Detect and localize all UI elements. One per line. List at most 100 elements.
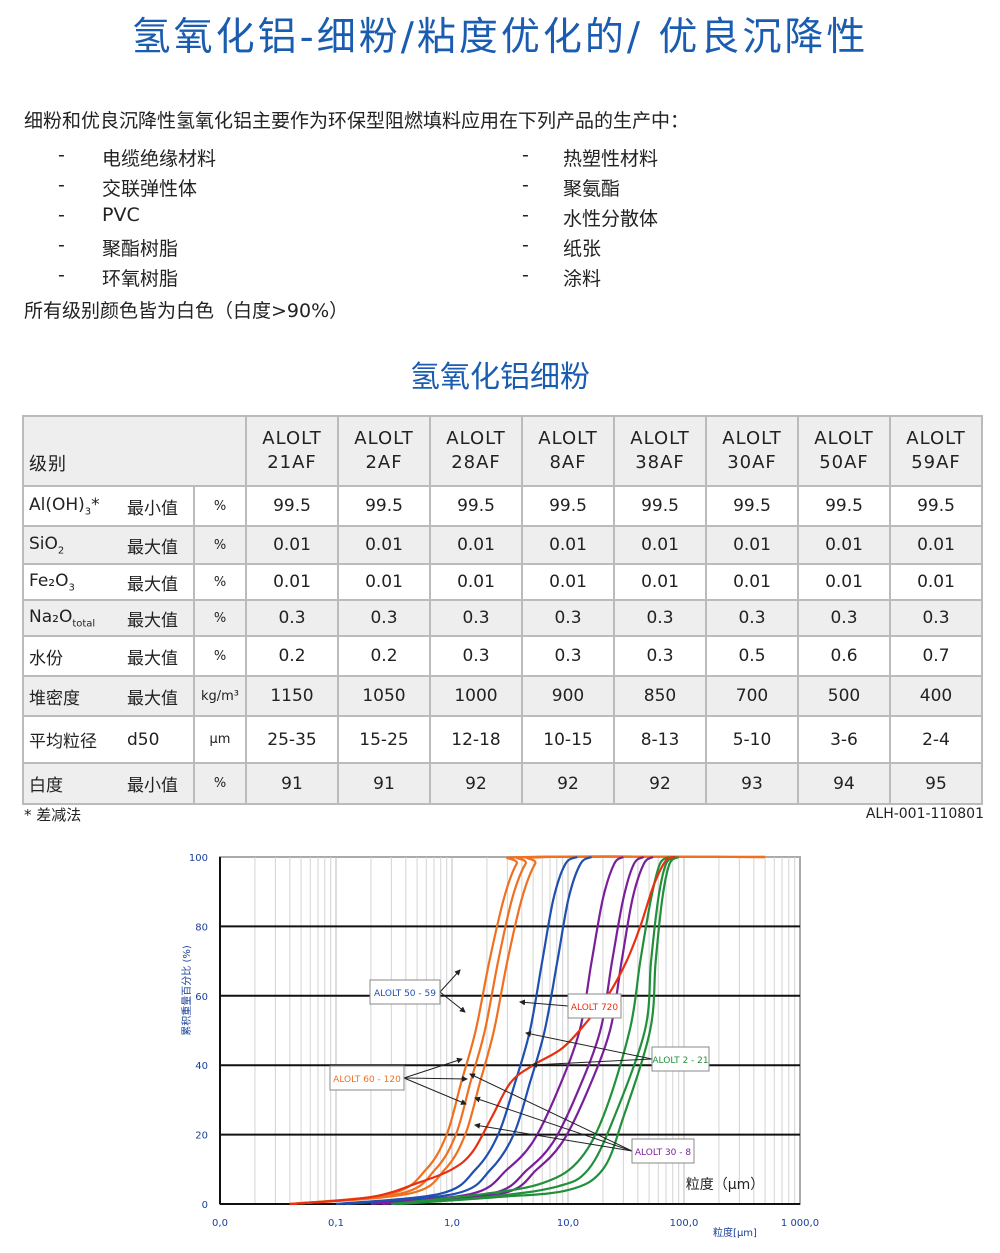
- limit-type: 最大值: [123, 563, 195, 601]
- series-line-purple: [370, 856, 625, 1206]
- table-header-row: 级别 ALOLT 21AF ALOLT 2AF ALOLT 28AF ALOLT 8AF ALOL…: [22, 415, 983, 487]
- property-subscript: total: [72, 618, 96, 630]
- value-cell: 0.01: [705, 563, 799, 601]
- grade-code: 21AF: [267, 452, 317, 473]
- x-tick-label: 1 000,0: [781, 1218, 819, 1229]
- application-item: 纸张: [563, 238, 602, 260]
- property-suffix: *: [91, 494, 100, 515]
- property-label: Al(OH): [29, 494, 85, 515]
- value-cell: 0.2: [337, 635, 431, 677]
- table-row: 水份 最大值% 0.2 0.2 0.3 0.3 0.3 0.5 0.6 0.7: [22, 635, 983, 677]
- table-row: Al(OH)3* 最小值% 99.5 99.5 99.5 99.5 99.5 99.5 99.5…: [22, 485, 983, 527]
- value-cell: 0.01: [613, 563, 707, 601]
- bullet-dash: -: [522, 234, 529, 256]
- value-cell: 0.3: [797, 599, 891, 637]
- value-cell: 99.5: [705, 485, 799, 527]
- value-cell: 91: [337, 762, 431, 805]
- series-line-orange: [289, 855, 766, 1206]
- value-cell: 5-10: [705, 715, 799, 764]
- value-cell: 1150: [245, 675, 339, 717]
- x-tick-label: 1,0: [444, 1218, 460, 1229]
- value-cell: 0.3: [889, 599, 983, 637]
- y-tick-label: 20: [195, 1131, 208, 1142]
- property-label: Fe₂O: [29, 570, 69, 591]
- value-cell: 99.5: [337, 485, 431, 527]
- value-cell: 10-15: [521, 715, 615, 764]
- bullet-dash: -: [58, 264, 65, 286]
- value-cell: 0.3: [613, 599, 707, 637]
- page-title: 氢氧化铝-细粉/粘度优化的/ 优良沉降性: [131, 15, 869, 60]
- application-item: 聚氨酯: [563, 178, 621, 200]
- value-cell: 0.3: [245, 599, 339, 637]
- property-name: Al(OH)3*: [22, 485, 123, 527]
- callout-arrow: [519, 999, 569, 1007]
- inner-x-label: 粒度（μm）: [686, 1177, 765, 1193]
- callout-label: ALOLT 720: [571, 1003, 619, 1013]
- application-item: 环氧树脂: [102, 268, 179, 290]
- value-cell: 700: [705, 675, 799, 717]
- x-tick-label: 0,0: [212, 1218, 228, 1229]
- value-cell: 99.5: [613, 485, 707, 527]
- value-cell: 1050: [337, 675, 431, 717]
- x-tick-label: 10,0: [557, 1218, 579, 1229]
- value-cell: 99.5: [429, 485, 523, 527]
- callout-box: [651, 1046, 710, 1072]
- value-cell: 0.3: [521, 599, 615, 637]
- limit-type: 最大值: [123, 525, 195, 565]
- application-item: 电缆绝缘材料: [102, 148, 217, 170]
- value-cell: 2-4: [889, 715, 983, 764]
- callout-arrow: [474, 1096, 633, 1152]
- grade-brand: ALOLT: [538, 428, 598, 449]
- annotation-callout: ALOLT 60 - 120: [329, 1057, 468, 1105]
- limit-type: 最大值: [123, 675, 195, 717]
- value-cell: 25-35: [245, 715, 339, 764]
- value-cell: 99.5: [245, 485, 339, 527]
- value-cell: 0.7: [889, 635, 983, 677]
- unit: %: [193, 563, 247, 601]
- value-cell: 3-6: [797, 715, 891, 764]
- property-subscript: 2: [57, 545, 65, 557]
- grade-column-header: ALOLT 50AF: [797, 415, 891, 487]
- value-cell: 0.01: [521, 525, 615, 565]
- callout-arrow: [403, 1057, 463, 1079]
- y-axis-label: 累积重量百分比 (%): [180, 945, 193, 1036]
- particle-size-chart: 0 20 40 60 80 100 0,0 0,1 1,0 10,0 100,0 1 000,0 累积重…: [180, 853, 819, 1239]
- value-cell: 0.01: [521, 563, 615, 601]
- value-cell: 99.5: [797, 485, 891, 527]
- grade-code: 38AF: [635, 452, 685, 473]
- callout-arrow: [531, 1058, 653, 1068]
- value-cell: 93: [705, 762, 799, 805]
- value-cell: 0.01: [889, 525, 983, 565]
- value-cell: 12-18: [429, 715, 523, 764]
- grade-column-header: ALOLT 28AF: [429, 415, 523, 487]
- application-item: 涂料: [563, 268, 602, 290]
- value-cell: 0.3: [429, 599, 523, 637]
- value-cell: 92: [521, 762, 615, 805]
- property-subscript: 3: [68, 582, 75, 594]
- callout-arrow: [525, 1031, 653, 1060]
- value-cell: 0.01: [337, 525, 431, 565]
- grade-code: 28AF: [451, 452, 501, 473]
- value-cell: 1000: [429, 675, 523, 717]
- unit: kg/m³: [193, 675, 247, 717]
- unit: %: [193, 599, 247, 637]
- bullet-dash: -: [58, 204, 65, 226]
- grade-code: 30AF: [727, 452, 777, 473]
- property-subscript: 3: [84, 506, 92, 518]
- limit-type: 最小值: [123, 485, 195, 527]
- callout-arrow: [439, 969, 461, 993]
- spec-table: 级别 ALOLT 21AF ALOLT 2AF ALOLT 28AF ALOLT 8AF ALOL…: [22, 415, 983, 805]
- limit-type: 最小值: [123, 762, 195, 805]
- footnote: * 差减法: [24, 806, 82, 824]
- callout-label: ALOLT 30 - 8: [635, 1148, 691, 1158]
- value-cell: 0.3: [521, 635, 615, 677]
- callout-label: ALOLT 60 - 120: [333, 1075, 401, 1085]
- y-tick-label: 40: [195, 1061, 208, 1072]
- grade-column-header: ALOLT 38AF: [613, 415, 707, 487]
- series-line-green: [391, 855, 677, 1206]
- value-cell: 0.01: [705, 525, 799, 565]
- grade-code: 50AF: [819, 452, 869, 473]
- property-name: SiO2: [22, 525, 123, 565]
- value-cell: 0.01: [429, 563, 523, 601]
- property-name: 平均粒径: [22, 715, 123, 764]
